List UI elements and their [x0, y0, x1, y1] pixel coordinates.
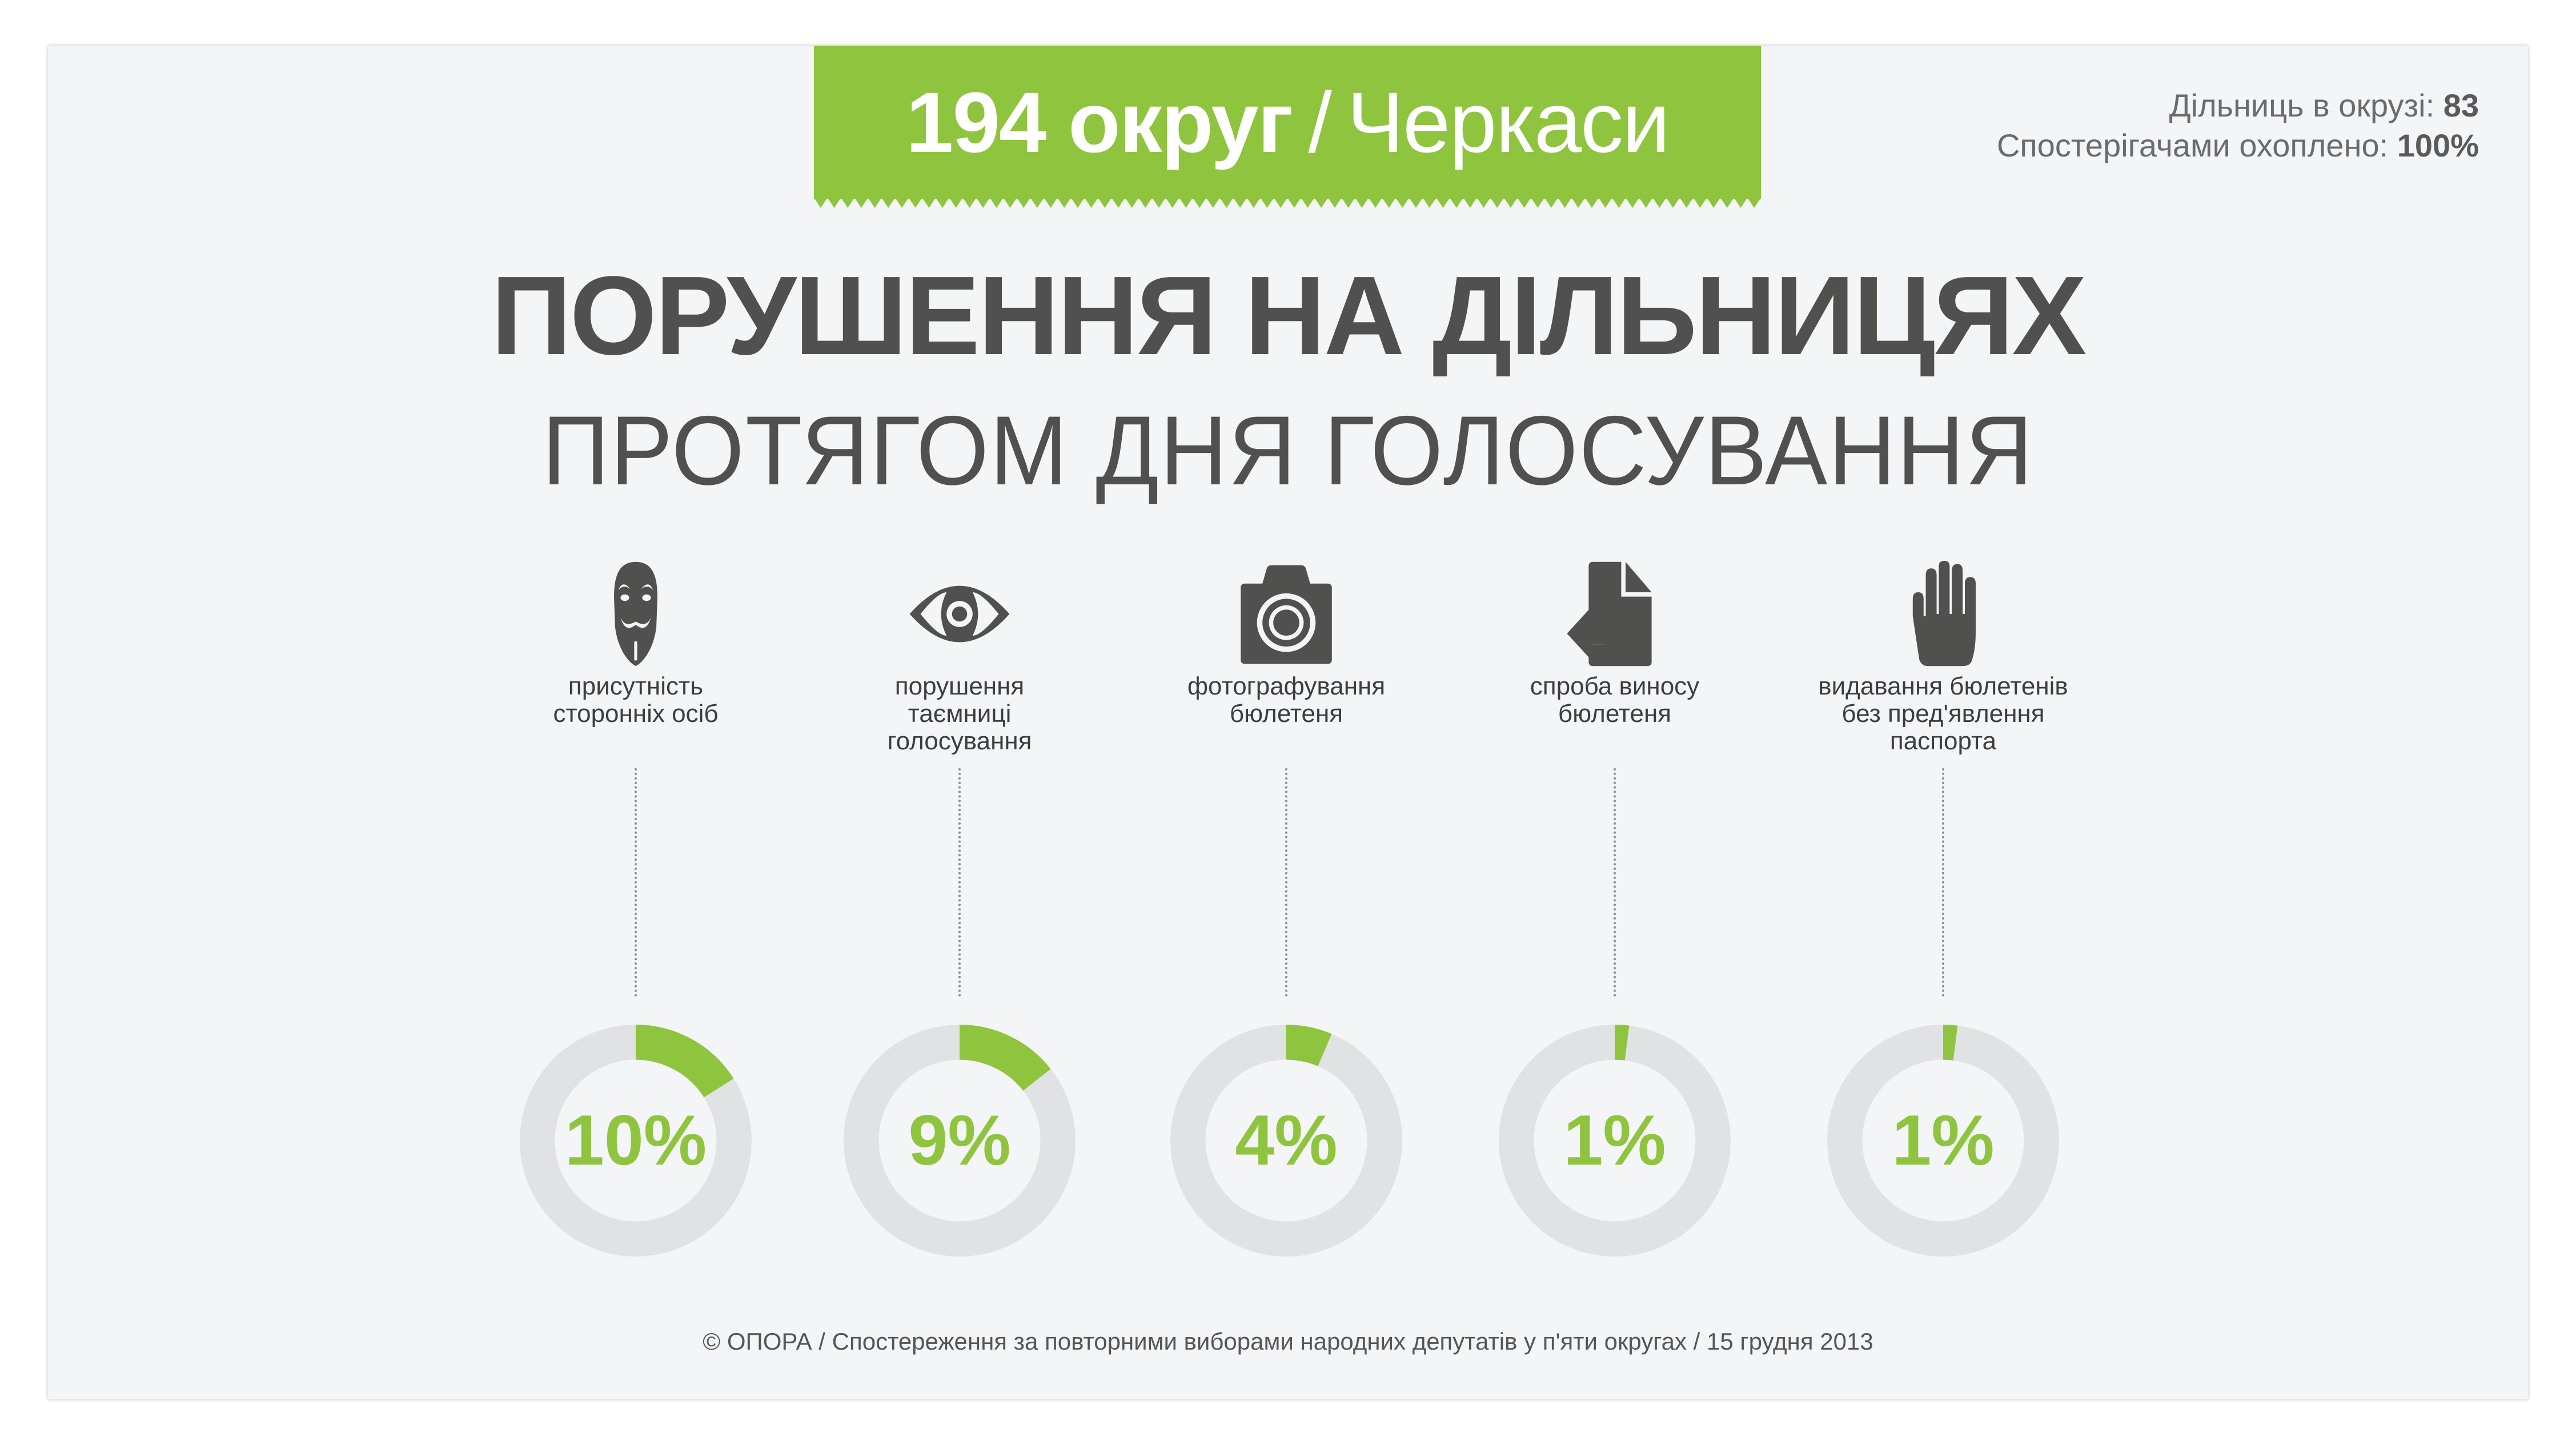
stations-label: Дільниць в окрузі: [2169, 87, 2435, 123]
donut-value: 9% [908, 1101, 1011, 1180]
banner-title: 194 округ / Черкаси [814, 46, 1761, 199]
stations-row: Дільниць в окрузі: 83 [1997, 86, 2479, 126]
district-number: 194 округ [906, 74, 1293, 170]
violation-label-photographing: фотографування бюлетеня [1187, 672, 1386, 728]
connector-line [1942, 768, 1944, 997]
donut-chart [520, 1025, 752, 1257]
donut-value: 1% [1563, 1101, 1666, 1180]
violation-label-outsiders: присутність сторонніх осіб [553, 672, 719, 728]
connector-line [958, 768, 961, 997]
camera-icon [1241, 565, 1332, 664]
donut-chart [1170, 1025, 1402, 1257]
document-exit-icon [1567, 561, 1652, 667]
mask-icon [614, 561, 657, 667]
page-title: ПОРУШЕННЯ НА ДІЛЬНИЦЯХ [491, 253, 2087, 378]
coverage-row: Спостерігачами охоплено: 100% [1997, 126, 2479, 166]
connector-line [635, 768, 637, 997]
infographic-card [48, 46, 2528, 1399]
connector-line [1614, 768, 1616, 997]
eye-icon [909, 585, 1010, 643]
banner-zigzag-edge [814, 198, 1761, 208]
donut-value: 4% [1235, 1101, 1338, 1180]
banner-separator: / [1308, 74, 1332, 170]
violation-label-no-passport: видавання бюлетенів без пред'явлення пас… [1818, 672, 2068, 755]
district-stats: Дільниць в окрузі: 83 Спостерігачами охо… [1997, 86, 2479, 166]
stations-value: 83 [2443, 87, 2479, 123]
donut-chart [1827, 1025, 2059, 1257]
donut-value: 10% [564, 1101, 707, 1180]
city-name: Черкаси [1346, 74, 1670, 170]
page-subtitle: ПРОТЯГОМ ДНЯ ГОЛОСУВАННЯ [542, 396, 2034, 505]
footer-credit: © ОПОРА / Спостереження за повторними ви… [703, 1328, 1873, 1355]
donut-chart [1499, 1025, 1731, 1257]
coverage-label: Спостерігачами охоплено: [1996, 127, 2389, 163]
coverage-value: 100% [2397, 127, 2479, 163]
hand-icon [1912, 560, 1976, 667]
donut-value: 1% [1892, 1101, 1995, 1180]
violation-label-removal: спроба виносу бюлетеня [1530, 672, 1700, 728]
connector-line [1285, 768, 1287, 997]
district-banner [814, 46, 1761, 199]
donut-chart [844, 1025, 1076, 1257]
violation-label-secrecy: порушення таємниці голосування [887, 672, 1032, 755]
